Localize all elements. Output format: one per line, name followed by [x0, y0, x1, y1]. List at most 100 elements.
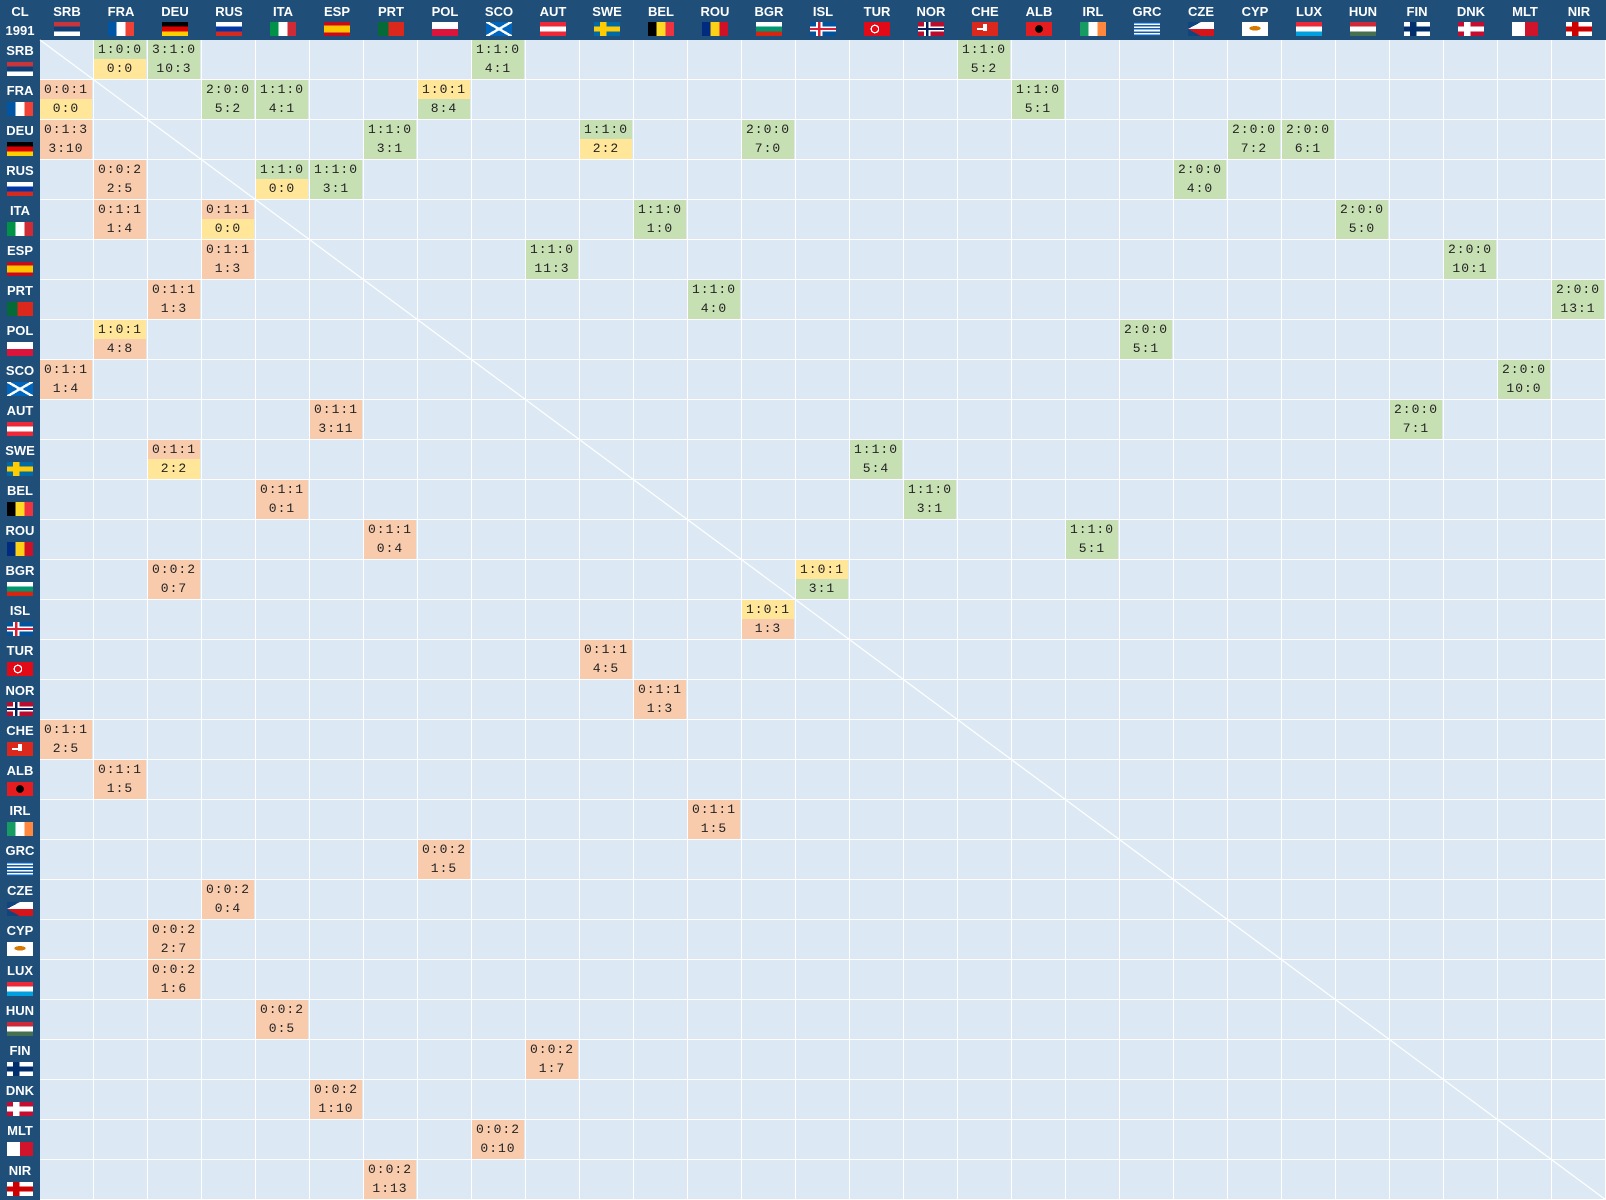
matrix-cell — [472, 520, 526, 560]
matrix-cell — [1498, 80, 1552, 120]
matrix-cell — [310, 960, 364, 1000]
matrix-cell — [94, 880, 148, 920]
matrix-cell — [634, 80, 688, 120]
matrix-cell — [418, 640, 472, 680]
team-code: ROU — [5, 523, 35, 538]
matrix-cell — [472, 960, 526, 1000]
head-to-head-record: 1:1:0 — [472, 40, 524, 59]
matrix-cell — [1444, 520, 1498, 560]
matrix-cell — [688, 160, 742, 200]
result-cell-nir-vs-prt: 0:0:2 1:13 — [364, 1160, 418, 1200]
matrix-cell — [472, 160, 526, 200]
matrix-cell — [256, 960, 310, 1000]
matrix-cell — [148, 400, 202, 440]
result-cell-rus-vs-fra: 0:0:2 2:5 — [94, 160, 148, 200]
head-to-head-record: 2:0:0 — [1444, 240, 1496, 259]
matrix-cell — [904, 640, 958, 680]
goal-score: 5:1 — [1012, 99, 1064, 119]
matrix-cell — [256, 520, 310, 560]
row-header-dnk: DNK — [0, 1080, 40, 1120]
team-code: ALB — [6, 763, 34, 778]
matrix-cell — [1120, 600, 1174, 640]
result-cell-srb-vs-fra: 1:0:0 0:0 — [94, 40, 148, 80]
matrix-cell — [958, 80, 1012, 120]
matrix-cell — [796, 280, 850, 320]
matrix-cell — [1336, 720, 1390, 760]
head-to-head-record: 2:0:0 — [1228, 120, 1280, 139]
matrix-cell — [688, 920, 742, 960]
head-to-head-record: 0:1:1 — [94, 760, 146, 779]
matrix-cell — [526, 480, 580, 520]
column-header-prt: PRT — [364, 0, 418, 40]
matrix-cell — [1120, 680, 1174, 720]
matrix-cell — [364, 480, 418, 520]
matrix-cell — [1498, 520, 1552, 560]
matrix-cell — [310, 680, 364, 720]
matrix-cell — [580, 760, 634, 800]
matrix-cell — [256, 400, 310, 440]
matrix-cell — [364, 600, 418, 640]
result-cell-rou-vs-prt: 0:1:1 0:4 — [364, 520, 418, 560]
row-header-srb: SRB — [0, 40, 40, 80]
matrix-cell — [1174, 360, 1228, 400]
team-code: DNK — [1456, 4, 1486, 19]
result-cell-deu-vs-cyp: 2:0:0 7:2 — [1228, 120, 1282, 160]
head-to-head-record: 2:0:0 — [742, 120, 794, 139]
matrix-cell — [1498, 1120, 1552, 1160]
matrix-cell — [796, 1000, 850, 1040]
matrix-cell — [94, 800, 148, 840]
result-cell-deu-vs-srb: 0:1:3 3:10 — [40, 120, 94, 160]
matrix-cell — [796, 880, 850, 920]
row-header-bel: BEL — [0, 480, 40, 520]
row-header-che: CHE — [0, 720, 40, 760]
matrix-cell — [742, 720, 796, 760]
matrix-cell — [526, 160, 580, 200]
matrix-cell — [526, 80, 580, 120]
matrix-cell — [148, 760, 202, 800]
matrix-cell — [904, 880, 958, 920]
matrix-cell — [310, 1120, 364, 1160]
matrix-cell — [364, 1040, 418, 1080]
matrix-cell — [796, 520, 850, 560]
matrix-cell — [850, 160, 904, 200]
flag-tur-icon — [7, 662, 33, 676]
goal-score: 0:10 — [472, 1139, 524, 1159]
head-to-head-record: 1:1:0 — [958, 40, 1010, 59]
matrix-cell — [1552, 80, 1606, 120]
matrix-cell — [472, 600, 526, 640]
column-header-cyp: CYP — [1228, 0, 1282, 40]
matrix-cell — [904, 520, 958, 560]
matrix-cell — [1336, 240, 1390, 280]
matrix-cell — [1066, 280, 1120, 320]
matrix-cell — [472, 840, 526, 880]
matrix-cell — [526, 640, 580, 680]
matrix-cell — [904, 1080, 958, 1120]
head-to-head-record: 1:1:0 — [1012, 80, 1064, 99]
team-code: LUX — [1296, 4, 1322, 19]
matrix-cell — [1174, 520, 1228, 560]
result-cell-bgr-vs-deu: 0:0:2 0:7 — [148, 560, 202, 600]
row-header-fra: FRA — [0, 80, 40, 120]
goal-score: 4:0 — [1174, 179, 1226, 199]
flag-pol-icon — [432, 22, 458, 36]
head-to-head-record: 0:1:1 — [202, 200, 254, 219]
matrix-cell — [202, 960, 256, 1000]
matrix-cell — [1228, 480, 1282, 520]
matrix-cell — [580, 960, 634, 1000]
matrix-cell — [1336, 760, 1390, 800]
matrix-cell — [796, 920, 850, 960]
matrix-cell — [580, 600, 634, 640]
matrix-cell — [310, 880, 364, 920]
matrix-cell — [634, 720, 688, 760]
matrix-cell — [1228, 1160, 1282, 1200]
matrix-cell — [40, 800, 94, 840]
team-code: ALB — [1025, 4, 1053, 19]
result-cell-che-vs-srb: 0:1:1 2:5 — [40, 720, 94, 760]
matrix-cell — [1228, 680, 1282, 720]
flag-srb-icon — [54, 22, 80, 36]
matrix-cell — [472, 360, 526, 400]
matrix-cell — [1390, 240, 1444, 280]
matrix-cell — [1498, 440, 1552, 480]
goal-score: 11:3 — [526, 259, 578, 279]
matrix-cell — [688, 40, 742, 80]
